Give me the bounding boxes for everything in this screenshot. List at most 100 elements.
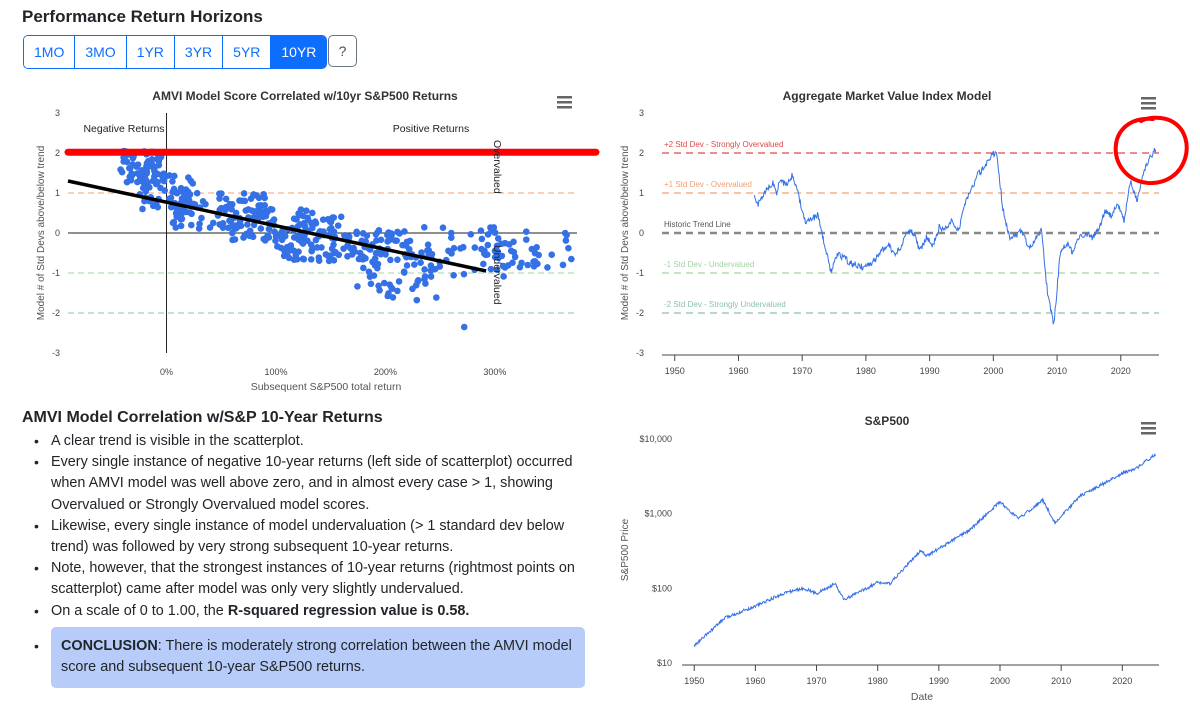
scatter-point: [330, 214, 338, 221]
y-tick-label: 2: [55, 148, 60, 158]
chart-title: Aggregate Market Value Index Model: [783, 89, 992, 103]
scatter-point: [224, 224, 232, 232]
scatter-point: [447, 234, 455, 241]
scatter-point: [186, 209, 194, 216]
bullet-text: A clear trend is visible in the scatterp…: [51, 433, 304, 449]
scatter-point: [439, 224, 447, 232]
band-label: +1 Std Dev - Overvalued: [664, 180, 752, 189]
scatter-point: [139, 205, 146, 213]
scatter-chart: AMVI Model Score Correlated w/10yr S&P50…: [36, 89, 600, 393]
scatter-point: [303, 207, 310, 215]
scatter-point: [380, 279, 388, 287]
scatter-point: [313, 244, 321, 251]
x-tick-label: 1960: [745, 676, 765, 686]
list-item: A clear trend is visible in the scatterp…: [27, 431, 597, 452]
y-tick-label: $10: [657, 658, 672, 668]
scatter-point: [300, 255, 308, 263]
tab-1yr[interactable]: 1YR: [126, 36, 175, 68]
scatter-point: [413, 296, 421, 304]
scatter-point: [533, 243, 540, 251]
scatter-point: [222, 195, 230, 203]
scatter-point: [372, 249, 380, 257]
scatter-point: [312, 220, 320, 227]
y-axis-label: S&P500 Price: [620, 518, 631, 581]
scatter-point: [140, 179, 148, 187]
scatter-point: [478, 245, 485, 253]
scatter-point: [182, 186, 190, 193]
scatter-point: [232, 222, 240, 229]
scatter-point: [176, 187, 184, 195]
scatter-point: [360, 264, 367, 272]
scatter-point: [565, 244, 572, 252]
scatter-point: [222, 203, 230, 211]
help-button[interactable]: ?: [328, 35, 357, 67]
scatter-point: [337, 213, 345, 221]
tab-3mo[interactable]: 3MO: [75, 36, 127, 68]
tab-5yr[interactable]: 5YR: [223, 36, 272, 68]
scatter-point: [421, 266, 428, 273]
scatter-point: [319, 216, 327, 223]
scatter-point: [151, 177, 158, 184]
scatter-point: [334, 222, 342, 229]
scatter-point: [354, 283, 361, 290]
scatter-point: [399, 241, 406, 249]
scatter-point: [297, 206, 305, 213]
negative-returns-label: Negative Returns: [83, 123, 164, 135]
scatter-point: [348, 245, 356, 253]
chart-title: S&P500: [865, 414, 910, 428]
tab-10yr[interactable]: 10YR: [271, 36, 327, 68]
scatter-point: [257, 202, 265, 209]
scatter-point: [436, 263, 444, 270]
scatter-point: [460, 270, 468, 278]
bullet-dot: •: [34, 638, 39, 654]
bullet-text: Likewise, every single instance of model…: [51, 517, 565, 556]
scatter-point: [312, 236, 320, 244]
menu-icon[interactable]: [1141, 97, 1156, 110]
tab-1mo[interactable]: 1MO: [24, 36, 76, 68]
scatter-point: [467, 230, 475, 238]
scatter-point: [493, 266, 501, 274]
band-label: -1 Std Dev - Undervalued: [664, 260, 754, 269]
menu-icon[interactable]: [557, 96, 572, 109]
x-tick-label: 2010: [1047, 366, 1067, 376]
y-tick-label: $100: [652, 583, 672, 593]
x-tick-label: 1950: [684, 676, 704, 686]
band-label: -2 Std Dev - Strongly Undervalued: [664, 300, 786, 309]
scatter-point: [178, 195, 186, 202]
scatter-point: [562, 237, 570, 244]
scatter-point: [287, 246, 294, 254]
scatter-point: [117, 166, 124, 173]
scatter-point: [548, 251, 556, 259]
sp500-series-line: [693, 453, 1157, 648]
band-label: Historic Trend Line: [664, 220, 731, 229]
scatter-point: [228, 201, 236, 208]
x-tick-label: 0%: [160, 367, 173, 377]
scatter-point: [375, 282, 382, 290]
scatter-point: [283, 251, 291, 259]
scatter-point: [480, 260, 487, 268]
x-tick-label: 2010: [1051, 676, 1071, 686]
scatter-point: [484, 241, 492, 249]
scatter-point: [159, 175, 167, 183]
scatter-point: [155, 157, 163, 165]
scatter-point: [535, 251, 542, 259]
scatter-point: [161, 187, 169, 194]
x-tick-label: 1960: [728, 366, 748, 376]
scatter-point: [374, 228, 382, 235]
scatter-point: [160, 170, 168, 177]
scatter-point: [355, 255, 363, 263]
scatter-point: [401, 228, 408, 235]
x-tick-label: 2000: [983, 366, 1003, 376]
scatter-point: [307, 256, 315, 263]
menu-icon[interactable]: [1141, 422, 1156, 435]
scatter-point: [422, 280, 429, 287]
scatter-point: [189, 180, 197, 187]
tab-3yr[interactable]: 3YR: [174, 36, 224, 68]
scatter-point: [389, 294, 397, 301]
scatter-point: [387, 230, 395, 237]
scatter-point: [348, 251, 356, 258]
scatter-point: [522, 228, 530, 235]
scatter-point: [241, 232, 248, 240]
scatter-point: [261, 194, 268, 202]
scatter-point: [499, 262, 507, 270]
